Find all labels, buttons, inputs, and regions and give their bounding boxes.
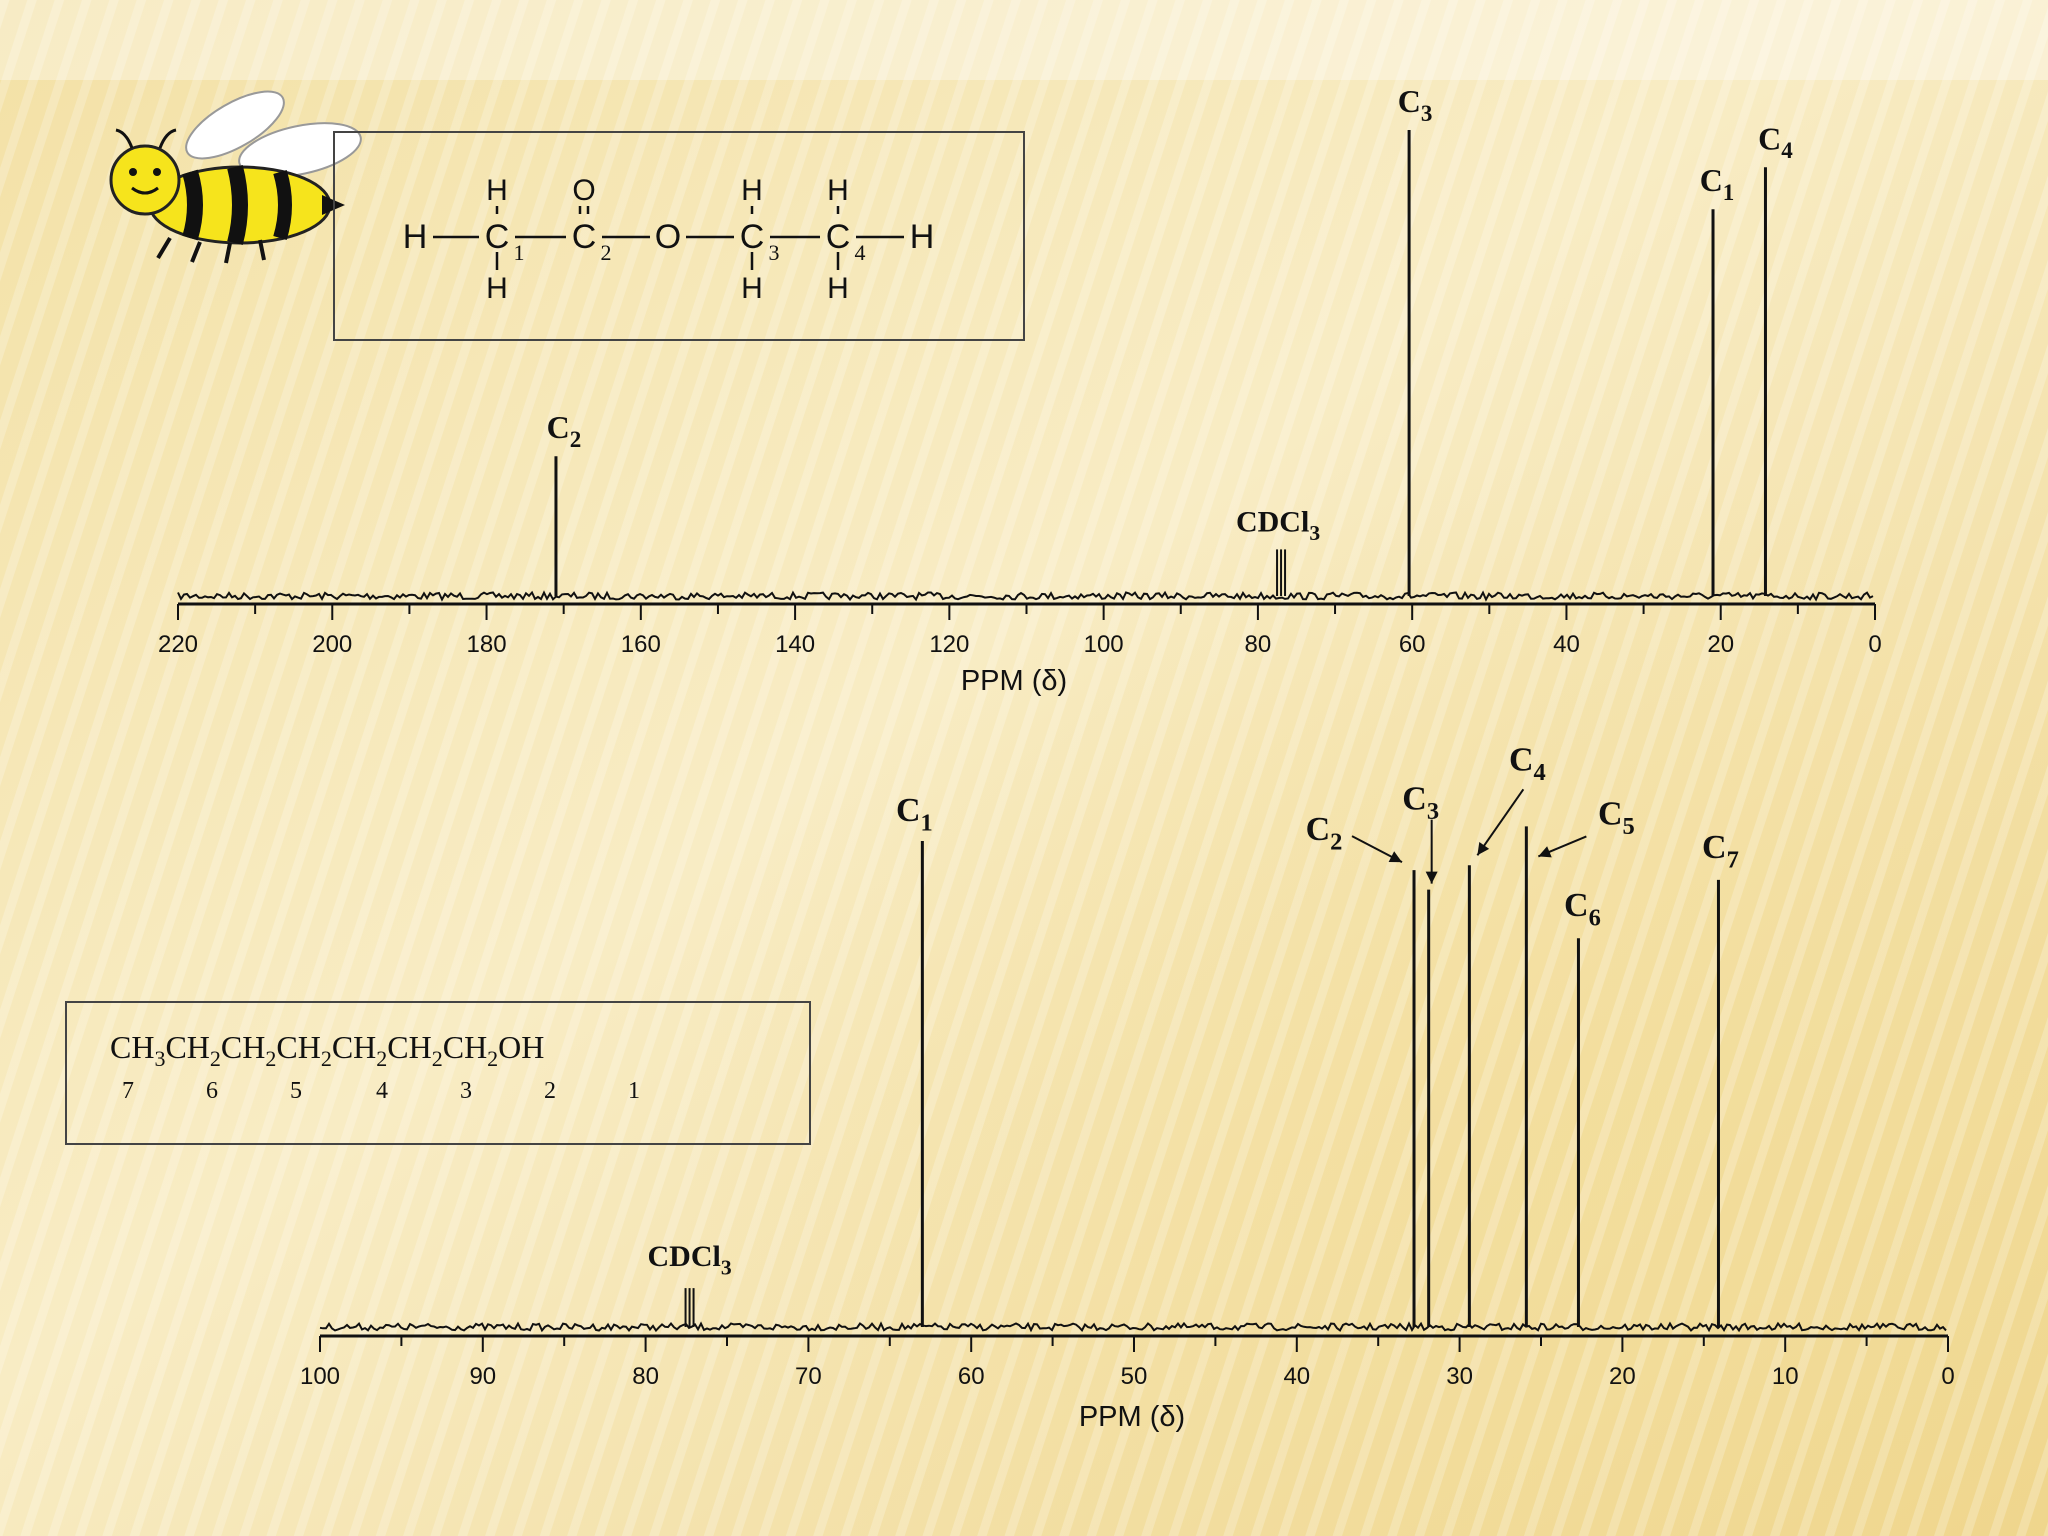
x-tick-label: 10 [1772,1363,1799,1390]
carbon-number: 3 [769,240,780,265]
x-tick-label: 100 [300,1363,340,1390]
x-tick-label: 60 [1399,631,1426,658]
atom-label: C [826,218,851,256]
carbon-number: 4 [376,1078,388,1104]
atom-label: O [655,218,681,256]
peaks: CDCl3 C1 C2 C3 C4 C5 C6 C7 [647,741,1739,1327]
carbon-number: 5 [290,1078,302,1104]
x-tick-label: 20 [1609,1363,1636,1390]
peak-label-c3: C3 [1402,781,1439,826]
x-tick-label: 200 [312,631,352,658]
peak-label-c6: C6 [1564,887,1601,932]
peak-label-c1: C1 [896,792,933,837]
baseline-noise [177,590,1874,602]
x-axis-label: PPM (δ) [1079,1401,1185,1433]
ethyl-acetate-structure: H C C O C C H1 2 3 4H O H HH H H [403,174,935,305]
peak-label-cdcl3: CDCl3 [647,1240,731,1279]
x-tick-label: 0 [1868,631,1881,658]
atom-label: C [740,218,765,256]
arrowhead [1388,851,1403,863]
carbon-number: 2 [544,1078,556,1104]
peak-label-c3: C3 [1398,83,1433,126]
peak-label-c2: C2 [547,409,582,452]
structure-box-heptanol [65,1001,811,1145]
arrowhead [1477,842,1490,856]
structure-box-ethyl-acetate [333,131,1025,341]
hydrogen-label: H [827,174,849,207]
x-tick-label: 220 [158,631,198,658]
x-tick-label: 50 [1121,1363,1148,1390]
heptanol-structure: CH3CH2CH2CH2CH2CH2CH2OH 7 6 5 4 3 2 1 [110,1029,640,1104]
baseline-noise [319,1321,1947,1333]
peak-label-cdcl3: CDCl3 [1236,505,1320,544]
atom-label: C [485,218,510,256]
x-tick-label: 70 [795,1363,822,1390]
atom-label: H [403,218,428,256]
hydrogen-label: H [741,272,763,305]
x-tick-label: 40 [1283,1363,1310,1390]
carbon-number: 1 [628,1078,640,1104]
peak-label-c4: C4 [1509,741,1546,786]
carbon-number: 1 [514,240,525,265]
x-tick-label: 90 [469,1363,496,1390]
condensed-formula: CH3CH2CH2CH2CH2CH2CH2OH [110,1029,544,1071]
carbonyl-oxygen: O [572,174,595,207]
x-tick-label: 160 [621,631,661,658]
carbon-number: 3 [460,1078,472,1104]
x-tick-label: 120 [929,631,969,658]
atom-label: C [572,218,597,256]
atom-label: H [910,218,935,256]
spectrum-ethyl-acetate: 220 200 180 160 140 120 100 80 60 40 20 0 C2CDCl3C3… [158,83,1882,697]
x-tick-label: 0 [1941,1363,1954,1390]
arrowhead [1538,846,1552,858]
x-tick-label: 20 [1707,631,1734,658]
x-tick-label: 60 [958,1363,985,1390]
x-axis-ticks: 100 90 80 70 60 50 40 30 20 10 0 [300,1336,1955,1390]
carbon-number: 4 [855,240,866,265]
hydrogen-label: H [486,174,508,207]
hydrogen-label: H [827,272,849,305]
carbon-number: 7 [122,1078,134,1104]
peak-label-c4: C4 [1758,120,1793,163]
x-tick-label: 140 [775,631,815,658]
x-tick-label: 100 [1084,631,1124,658]
x-tick-label: 40 [1553,631,1580,658]
carbon-number: 2 [601,240,612,265]
arrowhead [1425,871,1438,884]
x-tick-label: 80 [632,1363,659,1390]
peak-label-c1: C1 [1700,162,1735,205]
hydrogen-label: H [486,272,508,305]
x-axis-label: PPM (δ) [961,665,1067,697]
x-tick-label: 180 [467,631,507,658]
bee-icon [109,90,362,264]
peak-label-c7: C7 [1702,829,1739,874]
carbon-number: 6 [206,1078,218,1104]
peak-label-c2: C2 [1306,811,1343,856]
x-axis-ticks: 220 200 180 160 140 120 100 80 60 40 20 0 [158,604,1882,658]
peak-label-c5: C5 [1598,795,1635,840]
x-tick-label: 30 [1446,1363,1473,1390]
hydrogen-label: H [741,174,763,207]
arrow-c4 [1476,788,1525,856]
x-tick-label: 80 [1245,631,1272,658]
